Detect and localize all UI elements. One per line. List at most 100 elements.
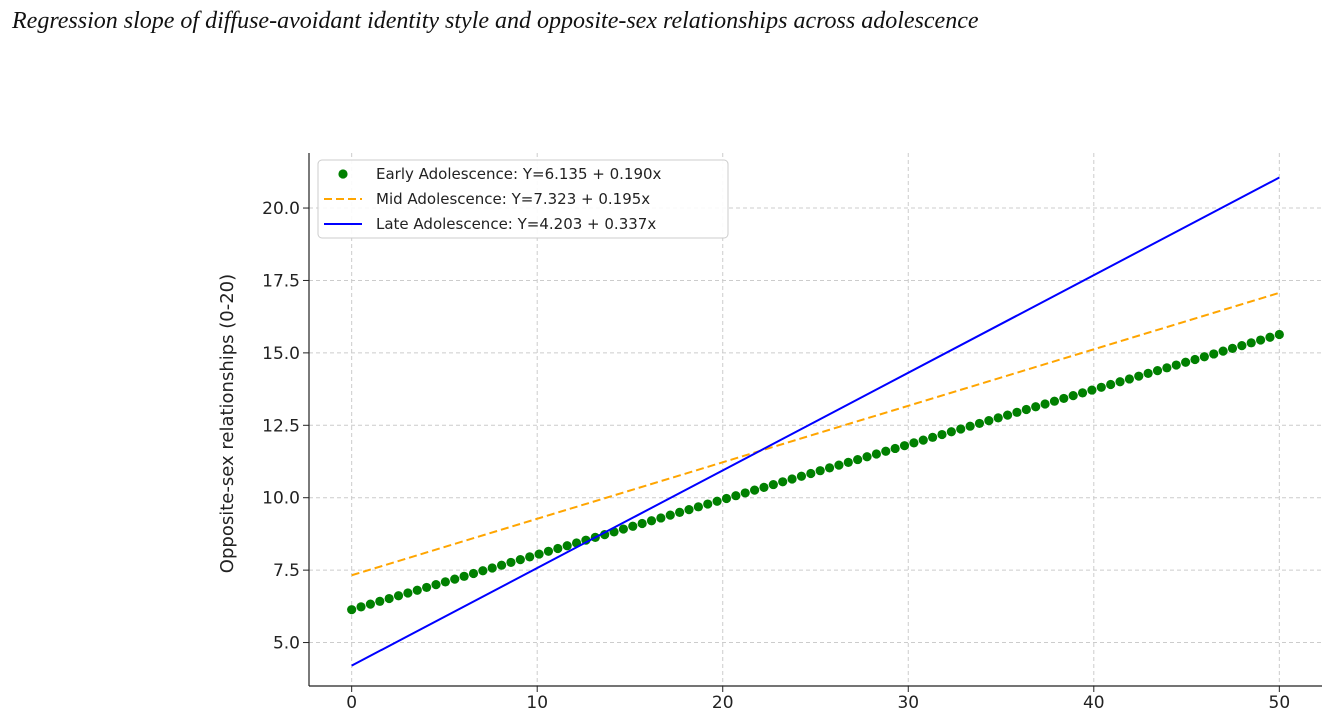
legend-entry: Early Adolescence: Y=6.135 + 0.190x xyxy=(338,165,662,183)
figure-caption: Regression slope of diffuse-avoidant ide… xyxy=(12,8,979,34)
data-point xyxy=(1218,346,1228,356)
data-point xyxy=(1171,360,1181,370)
data-point xyxy=(984,416,994,426)
data-point xyxy=(965,421,975,431)
data-point xyxy=(506,557,516,568)
data-point xyxy=(684,505,694,515)
data-point xyxy=(693,502,703,512)
data-point xyxy=(665,510,675,520)
data-point xyxy=(749,485,760,495)
data-point xyxy=(1181,357,1191,367)
data-point xyxy=(1087,385,1097,395)
data-point xyxy=(1124,374,1135,384)
data-point xyxy=(721,493,732,504)
data-point xyxy=(1134,371,1144,381)
data-point xyxy=(759,482,769,492)
y-tick-label: 17.5 xyxy=(262,271,300,291)
data-point xyxy=(431,580,441,590)
data-point xyxy=(993,413,1003,423)
data-point xyxy=(806,468,816,479)
data-point xyxy=(1199,352,1209,362)
data-point xyxy=(1059,393,1069,404)
data-point xyxy=(796,471,807,481)
data-point xyxy=(778,477,788,487)
data-point xyxy=(862,452,872,462)
data-point xyxy=(731,491,741,501)
data-point xyxy=(740,488,750,498)
data-point xyxy=(478,566,488,576)
data-point xyxy=(834,460,844,470)
x-tick-label: 0 xyxy=(346,693,357,713)
data-point xyxy=(1068,391,1078,401)
data-point xyxy=(375,596,385,606)
legend-label: Mid Adolescence: Y=7.323 + 0.195x xyxy=(376,190,650,208)
data-point xyxy=(365,599,376,609)
data-point xyxy=(1190,354,1200,365)
data-point xyxy=(543,546,554,556)
data-point xyxy=(487,563,497,573)
x-tick-label: 50 xyxy=(1269,693,1291,713)
data-point xyxy=(928,432,938,442)
data-point xyxy=(1106,379,1116,390)
data-point xyxy=(534,549,544,559)
data-point xyxy=(468,568,479,579)
data-point xyxy=(871,449,882,459)
y-tick-label: 15.0 xyxy=(262,344,300,364)
series-layer xyxy=(347,176,1284,667)
x-tick-label: 30 xyxy=(897,693,919,713)
data-point xyxy=(496,560,507,570)
data-point xyxy=(712,496,722,506)
legend-box xyxy=(317,159,729,239)
data-point xyxy=(703,499,713,509)
data-point xyxy=(824,463,835,473)
data-point xyxy=(1274,329,1284,340)
data-point xyxy=(946,427,956,437)
data-point xyxy=(1152,366,1163,376)
data-point xyxy=(422,582,432,593)
x-tick-label: 10 xyxy=(526,693,548,713)
data-point xyxy=(628,521,638,531)
data-point xyxy=(562,541,572,551)
legend-label: Late Adolescence: Y=4.203 + 0.337x xyxy=(376,215,656,233)
data-point xyxy=(1096,382,1106,392)
data-point xyxy=(675,507,685,517)
data-point xyxy=(768,479,778,490)
legend-label: Early Adolescence: Y=6.135 + 0.190x xyxy=(376,165,662,183)
data-point xyxy=(890,443,900,454)
axes: 0 10 20 30 40 50 5.0 7.5 10.0 12.5 15.0 17.5 20.0 xyxy=(262,153,1322,713)
data-point xyxy=(646,516,657,526)
data-point xyxy=(937,429,947,440)
data-point xyxy=(412,585,422,595)
legend-marker xyxy=(338,169,348,179)
data-point xyxy=(553,543,563,554)
series-late-adolescence xyxy=(351,176,1280,667)
data-point xyxy=(899,441,910,451)
data-point xyxy=(918,435,928,445)
data-point xyxy=(1040,399,1050,409)
data-point xyxy=(1265,332,1275,342)
data-point xyxy=(1209,349,1219,359)
data-point xyxy=(1077,388,1088,398)
data-point xyxy=(440,577,450,587)
data-point xyxy=(909,438,919,448)
data-point xyxy=(1255,335,1266,345)
y-axis-label: Opposite-sex relationships (0-20) xyxy=(217,274,238,573)
data-point xyxy=(618,524,629,534)
y-tick-label: 12.5 xyxy=(262,416,300,436)
data-point xyxy=(843,457,853,467)
y-tick-label: 10.0 xyxy=(262,489,300,509)
data-point xyxy=(1227,343,1238,353)
data-point xyxy=(1021,404,1031,415)
data-point xyxy=(515,555,525,565)
data-point xyxy=(881,446,891,456)
data-point xyxy=(956,424,966,434)
data-point xyxy=(1012,407,1022,417)
data-point xyxy=(525,552,535,562)
y-tick-label: 7.5 xyxy=(273,561,300,581)
data-point xyxy=(1143,368,1153,378)
x-tick-label: 20 xyxy=(712,693,734,713)
data-point xyxy=(1115,377,1125,387)
data-point xyxy=(853,454,863,465)
data-point xyxy=(356,602,366,612)
